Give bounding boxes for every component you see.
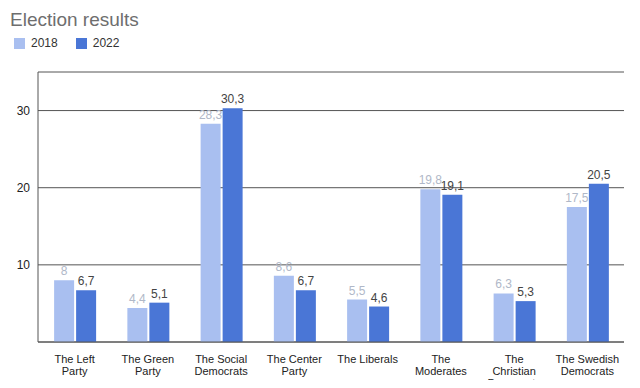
svg-text:The LeftParty: The LeftParty [54,353,94,377]
svg-text:The SwedishDemocrats: The SwedishDemocrats [556,353,620,377]
svg-text:19,1: 19,1 [441,179,465,193]
svg-text:The CenterParty: The CenterParty [267,353,322,377]
svg-text:5,3: 5,3 [517,285,534,299]
svg-text:10: 10 [17,258,31,272]
svg-text:The Liberals: The Liberals [337,353,398,365]
svg-text:19,8: 19,8 [419,173,443,187]
svg-text:8: 8 [61,264,68,278]
svg-text:4,6: 4,6 [371,291,388,305]
svg-text:17,5: 17,5 [565,191,589,205]
svg-text:TheModerates: TheModerates [415,353,467,377]
svg-text:20,5: 20,5 [587,168,611,182]
svg-text:The GreenParty: The GreenParty [122,353,175,377]
svg-text:4,4: 4,4 [129,292,146,306]
svg-text:5,5: 5,5 [349,284,366,298]
svg-text:5,1: 5,1 [151,287,168,301]
svg-text:TheChristianDemocrats: TheChristianDemocrats [488,353,542,380]
svg-text:30: 30 [17,104,31,118]
svg-text:The SocialDemocrats: The SocialDemocrats [195,353,249,377]
svg-text:30,3: 30,3 [221,92,245,106]
svg-text:28,3: 28,3 [199,108,223,122]
svg-text:6,7: 6,7 [78,274,95,288]
html-text:Election results: Election results [10,9,139,30]
html-text:2018: 2018 [31,36,58,50]
svg-text:6,7: 6,7 [298,274,315,288]
svg-text:6,3: 6,3 [495,277,512,291]
svg-text:20: 20 [17,181,31,195]
html-text:2022: 2022 [92,36,120,50]
svg-text:8,6: 8,6 [276,260,293,274]
